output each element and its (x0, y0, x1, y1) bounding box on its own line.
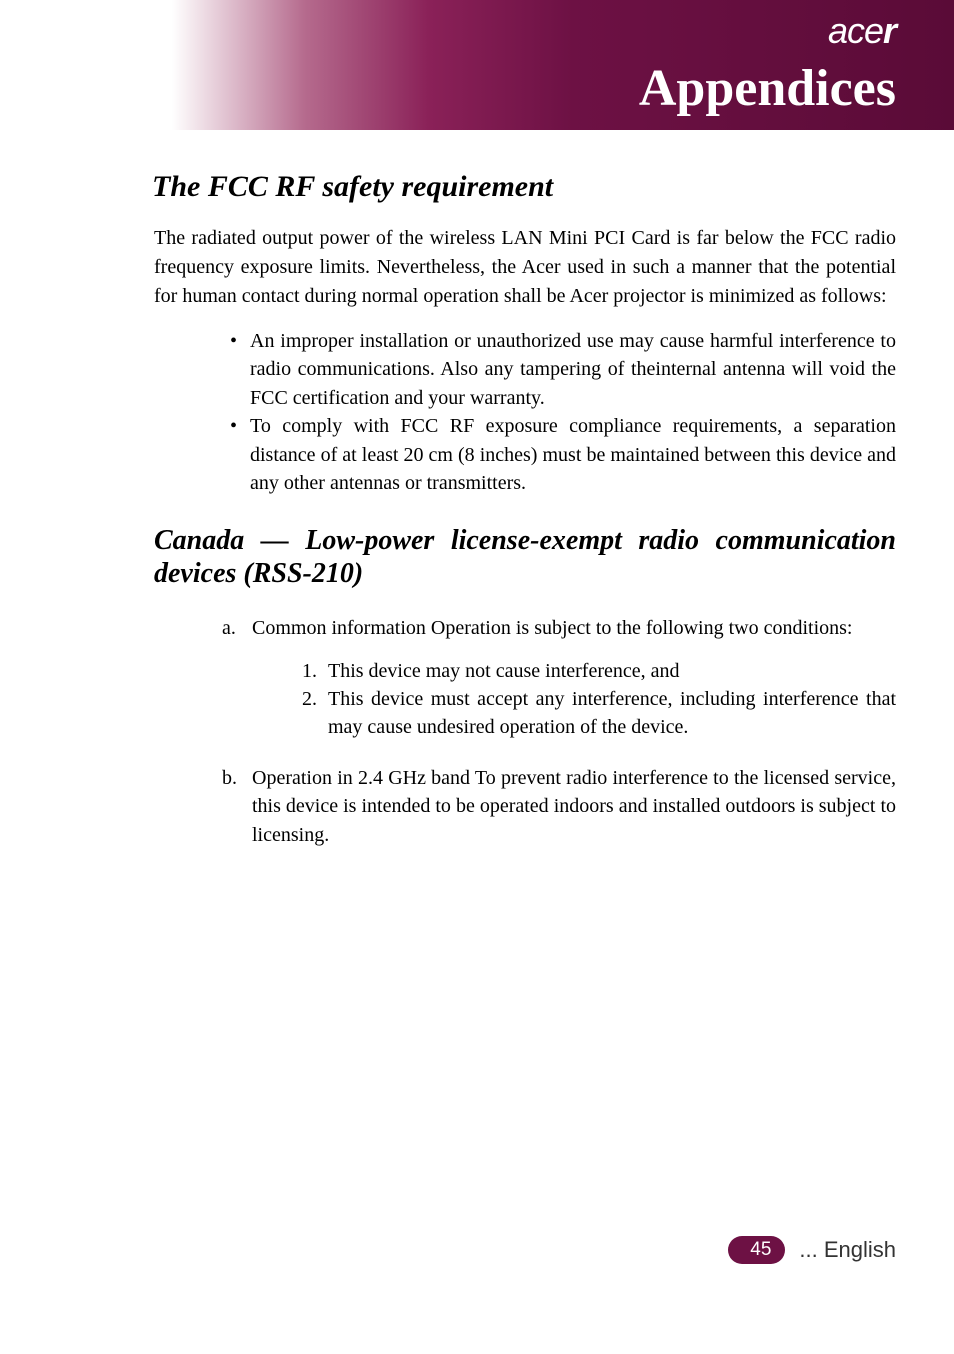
page-number-pill: 45 (728, 1236, 785, 1264)
list-text: This device may not cause interference, … (328, 660, 680, 682)
list-marker: 2. (302, 685, 317, 713)
chapter-title: Appendices (639, 59, 896, 118)
section1-paragraph: The radiated output power of the wireles… (154, 224, 896, 311)
list-text: Common information Operation is subject … (252, 617, 853, 639)
list-item: 1. This device may not cause interferenc… (302, 657, 896, 685)
brand-text-light: ace (828, 10, 883, 51)
list-marker: 1. (302, 657, 317, 685)
list-text: This device must accept any interference… (328, 688, 896, 738)
list-marker: a. (222, 614, 236, 643)
page-footer: 45 ... English (728, 1236, 896, 1264)
section2-heading-block: Canada — Low-power license-exempt radio … (154, 525, 896, 589)
language-label: ... English (799, 1237, 896, 1263)
section2-list: a. Common information Operation is subje… (154, 614, 896, 850)
section2-sublist: 1. This device may not cause interferenc… (252, 657, 896, 742)
section1-bullets: An improper installation or unauthorized… (154, 327, 896, 497)
brand-text-bold: r (883, 10, 896, 51)
list-item: a. Common information Operation is subje… (222, 614, 896, 742)
list-text: Operation in 2.4 GHz band To prevent rad… (252, 767, 896, 847)
section2-heading: Canada — Low-power license-exempt radio … (154, 525, 896, 589)
list-item: An improper installation or unauthorized… (230, 327, 896, 412)
list-item: 2. This device must accept any interfere… (302, 685, 896, 742)
page-header: acer Appendices (0, 0, 954, 130)
list-item: To comply with FCC RF exposure complianc… (230, 412, 896, 497)
brand-logo: acer (828, 10, 896, 52)
list-marker: b. (222, 764, 237, 793)
section1-heading: The FCC RF safety requirement (152, 170, 896, 204)
page-content: The FCC RF safety requirement The radiat… (0, 130, 954, 850)
list-item: b. Operation in 2.4 GHz band To prevent … (222, 764, 896, 850)
